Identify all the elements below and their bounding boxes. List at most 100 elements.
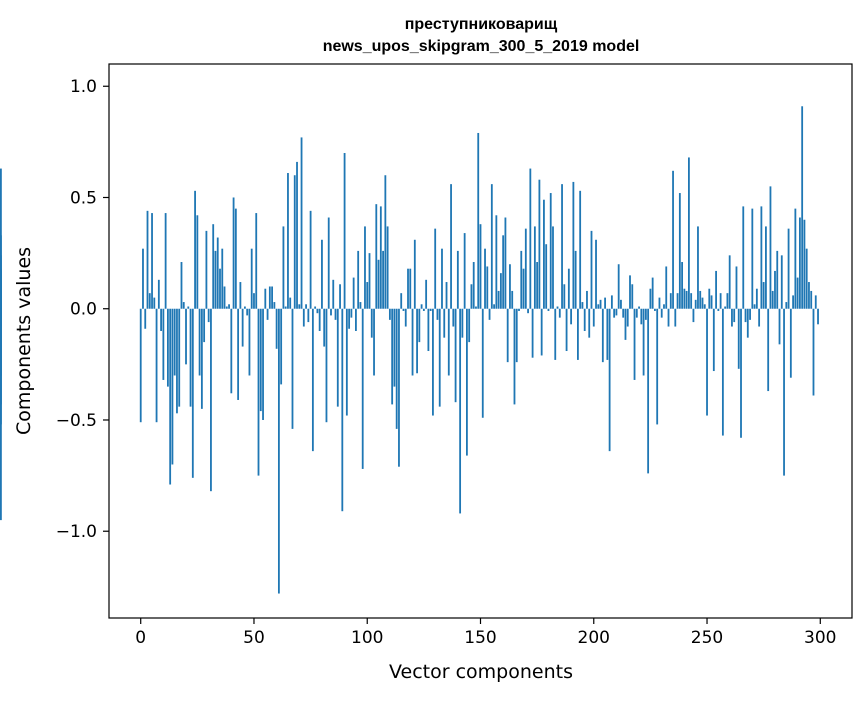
y-tick-label: 1.0 — [70, 77, 97, 97]
chart-title: преступниковарищ — [405, 16, 558, 33]
bar-285 — [785, 302, 788, 309]
bar-140 — [456, 250, 459, 309]
bar-187 — [563, 284, 566, 309]
bar-269 — [749, 308, 751, 320]
bar-191 — [572, 181, 575, 309]
bar-142 — [461, 308, 464, 338]
bar-150 — [479, 224, 482, 309]
bar-117 — [404, 308, 407, 327]
bar-71 — [300, 137, 303, 309]
bar-199 — [590, 230, 593, 309]
bar-259 — [726, 293, 729, 309]
bar-7 — [155, 308, 158, 423]
bar-219 — [635, 308, 638, 318]
y-axis-label: Components values — [13, 247, 35, 435]
bar-228 — [656, 308, 659, 425]
bar-129 — [432, 308, 434, 416]
bar-84 — [330, 308, 332, 316]
bar-34 — [216, 237, 219, 309]
bar-164 — [511, 290, 514, 309]
bar-276 — [765, 226, 767, 309]
bar-298 — [814, 295, 817, 309]
bar-135 — [445, 282, 448, 309]
bar-256 — [719, 293, 722, 309]
bar-294 — [805, 248, 808, 309]
bar-211 — [617, 264, 620, 309]
bar-155 — [490, 184, 493, 309]
bar-32 — [212, 224, 215, 309]
bar-265 — [740, 308, 742, 438]
bar-183 — [554, 308, 557, 360]
bar-274 — [760, 206, 763, 309]
bar-6 — [153, 297, 156, 309]
bar-144 — [466, 308, 468, 456]
bar-70 — [298, 304, 301, 309]
bar-68 — [293, 175, 296, 309]
bar-5 — [151, 213, 153, 309]
bar-120 — [411, 308, 414, 376]
bar-292 — [801, 106, 804, 309]
bar-279 — [771, 290, 774, 309]
bar-232 — [665, 266, 668, 309]
bar-51 — [255, 213, 258, 309]
bar-212 — [620, 299, 622, 309]
bar-53 — [259, 308, 262, 412]
bar-103 — [373, 308, 375, 376]
bar-254 — [715, 270, 717, 309]
bar-77 — [314, 306, 317, 309]
bar-108 — [384, 175, 387, 309]
x-tick-label: 50 — [243, 628, 265, 648]
bar-263 — [735, 266, 738, 309]
bar-139 — [454, 308, 457, 403]
plot-frame — [108, 63, 853, 619]
bar-151 — [481, 308, 484, 418]
bar-266 — [742, 206, 745, 309]
bar-153 — [486, 266, 489, 309]
bar-131 — [436, 308, 439, 320]
bar-47 — [246, 308, 249, 316]
bar-115 — [400, 293, 403, 309]
bar-159 — [499, 273, 502, 309]
bar-88 — [339, 284, 341, 309]
bar-169 — [522, 268, 525, 309]
bar-208 — [610, 295, 613, 309]
bar-178 — [543, 199, 545, 309]
bar-82 — [325, 308, 328, 423]
bar-238 — [678, 193, 681, 309]
bar-145 — [468, 308, 471, 343]
bar-83 — [327, 217, 330, 309]
bar-12 — [166, 308, 169, 387]
x-tick-label: 200 — [578, 628, 610, 648]
bar-154 — [488, 308, 491, 320]
bar-273 — [758, 308, 761, 327]
x-tick-label: 300 — [804, 628, 836, 648]
bar-undefined — [0, 308, 2, 521]
y-tick-label: 0.5 — [70, 188, 97, 208]
bar-250 — [706, 308, 708, 416]
bar-undefined — [0, 270, 2, 309]
bar-200 — [592, 308, 595, 327]
bar-280 — [774, 270, 776, 309]
bar-41 — [232, 197, 235, 309]
bar-147 — [472, 262, 475, 309]
bar-undefined — [0, 308, 2, 376]
bar-94 — [352, 277, 355, 309]
bar-54 — [262, 308, 264, 420]
bar-91 — [345, 308, 348, 416]
bar-226 — [651, 277, 654, 309]
bars — [0, 106, 819, 594]
bar-146 — [470, 284, 473, 309]
bar-89 — [341, 308, 344, 512]
y-tick-label: −1.0 — [56, 522, 97, 542]
bar-39 — [228, 304, 230, 309]
bar-116 — [402, 308, 405, 311]
bar-22 — [189, 308, 192, 407]
x-axis-label: Vector components — [389, 661, 573, 683]
bar-197 — [586, 290, 588, 309]
bar-158 — [497, 290, 500, 309]
bar-3 — [146, 210, 149, 309]
bar-216 — [629, 275, 631, 309]
bar-15 — [173, 308, 176, 376]
bar-291 — [798, 217, 801, 309]
